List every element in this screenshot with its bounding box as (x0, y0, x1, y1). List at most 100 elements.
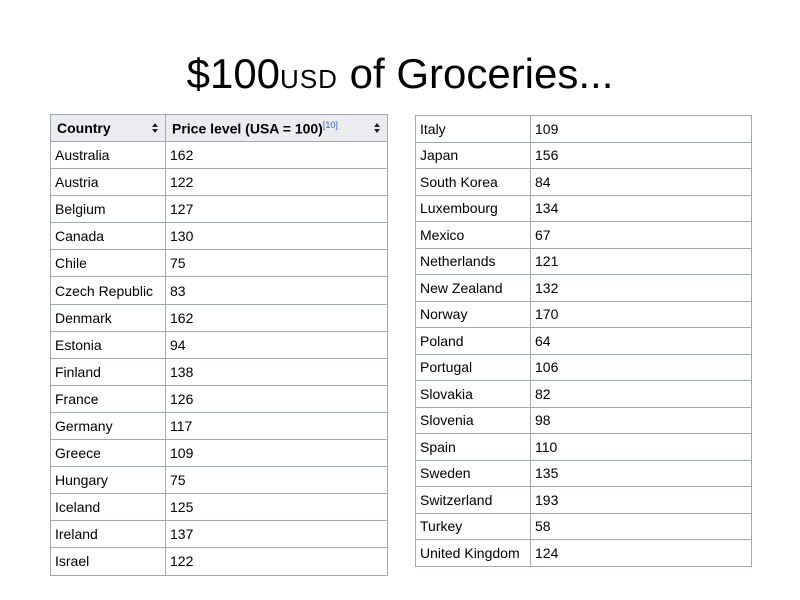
price-level-cell: 130 (165, 222, 388, 251)
country-cell: Czech Republic (50, 276, 166, 305)
country-cell: Belgium (50, 195, 166, 224)
price-level-cell: 135 (530, 459, 752, 487)
country-cell: France (50, 384, 166, 413)
country-cell: Canada (50, 222, 166, 251)
country-cell: Greece (50, 439, 166, 468)
price-level-cell: 110 (530, 433, 752, 461)
country-cell: Portugal (415, 353, 531, 381)
price-level-cell: 82 (530, 380, 752, 408)
country-column-header[interactable]: Country (50, 114, 166, 142)
country-cell: Netherlands (415, 247, 531, 275)
country-cell: Switzerland (415, 486, 531, 514)
country-cell: Chile (50, 249, 166, 278)
country-cell: Norway (415, 300, 531, 328)
table-row: New Zealand 132 (415, 274, 752, 302)
table-row: Canada 130 (50, 222, 388, 251)
sort-arrows-icon[interactable] (373, 122, 381, 137)
table-row: Belgium 127 (50, 195, 388, 224)
country-cell: Mexico (415, 221, 531, 249)
price-level-cell: 162 (165, 140, 388, 170)
table-row: Japan 156 (415, 141, 752, 169)
table-row: Austria 122 (50, 168, 388, 197)
price-level-cell: 109 (530, 115, 752, 143)
table-row: Israel 122 (50, 547, 388, 576)
country-cell: Germany (50, 411, 166, 441)
country-header-label: Country (57, 119, 111, 136)
price-level-cell: 83 (165, 276, 388, 305)
table-row: Mexico 67 (415, 221, 752, 249)
country-cell: Japan (415, 141, 531, 169)
table-row: South Korea 84 (415, 168, 752, 196)
price-table-right: Italy 109 Japan 156 South Korea 84 Luxembourg 1… (415, 115, 752, 567)
title-amount: $100 (186, 50, 281, 97)
country-cell: Israel (50, 547, 166, 576)
price-level-cell: 127 (165, 195, 388, 224)
price-level-cell: 106 (530, 353, 752, 381)
table-row: Hungary 75 (50, 466, 388, 495)
price-table-left: Country Price level (USA = 100)[10] Aust… (50, 114, 388, 576)
title-rest: of Groceries... (337, 50, 614, 97)
table-row: Estonia 94 (50, 330, 388, 359)
price-level-cell: 109 (165, 439, 388, 468)
table-row: Greece 109 (50, 439, 388, 468)
price-level-cell: 98 (530, 406, 752, 434)
price-header-label: Price level (USA = 100) (172, 120, 323, 137)
table-row: Portugal 106 (415, 353, 752, 381)
price-level-cell: 122 (165, 168, 388, 197)
country-cell: Slovakia (415, 380, 531, 408)
table-row: Italy 109 (415, 115, 752, 143)
country-cell: Luxembourg (415, 194, 531, 222)
price-level-cell: 193 (530, 486, 752, 514)
table-row: Switzerland 193 (415, 486, 752, 514)
country-cell: Denmark (50, 303, 166, 332)
country-cell: New Zealand (415, 274, 531, 302)
country-cell: Turkey (415, 512, 531, 540)
table-row: United Kingdom 124 (415, 539, 752, 567)
sort-arrows-icon[interactable] (151, 122, 159, 137)
table-row: Finland 138 (50, 357, 388, 386)
country-cell: Spain (415, 433, 531, 461)
table-row: Denmark 162 (50, 303, 388, 332)
price-level-cell: 126 (165, 384, 388, 413)
price-level-cell: 84 (530, 168, 752, 196)
price-level-cell: 170 (530, 300, 752, 328)
table-row: Australia 162 (50, 140, 388, 170)
table-row: Spain 110 (415, 433, 752, 461)
table-row: Iceland 125 (50, 493, 388, 522)
price-column-header[interactable]: Price level (USA = 100)[10] (165, 114, 388, 142)
price-level-cell: 156 (530, 141, 752, 169)
table-row: Slovenia 98 (415, 406, 752, 434)
table-row: Ireland 137 (50, 520, 388, 549)
country-cell: Slovenia (415, 406, 531, 434)
country-cell: Ireland (50, 520, 166, 549)
country-cell: Australia (50, 140, 166, 170)
country-cell: Austria (50, 168, 166, 197)
country-cell: Iceland (50, 493, 166, 522)
table-row: Norway 170 (415, 300, 752, 328)
price-level-cell: 137 (165, 520, 388, 549)
table-row: Poland 64 (415, 327, 752, 355)
country-cell: South Korea (415, 168, 531, 196)
table-row: Turkey 58 (415, 512, 752, 540)
slide-title: $100USD of Groceries... (0, 48, 800, 105)
price-level-cell: 162 (165, 303, 388, 332)
table-row: Czech Republic 83 (50, 276, 388, 305)
table-row: Slovakia 82 (415, 380, 752, 408)
table-header-row: Country Price level (USA = 100)[10] (50, 114, 388, 142)
table-row: Netherlands 121 (415, 247, 752, 275)
price-level-cell: 94 (165, 330, 388, 359)
price-level-cell: 64 (530, 327, 752, 355)
table-row: Germany 117 (50, 411, 388, 441)
price-level-cell: 75 (165, 466, 388, 495)
country-cell: Estonia (50, 330, 166, 359)
price-level-cell: 124 (530, 539, 752, 567)
country-cell: United Kingdom (415, 539, 531, 567)
country-cell: Finland (50, 357, 166, 386)
price-level-cell: 138 (165, 357, 388, 386)
country-cell: Sweden (415, 459, 531, 487)
price-level-cell: 117 (165, 411, 388, 441)
reference-link[interactable]: [10] (322, 119, 338, 130)
country-cell: Poland (415, 327, 531, 355)
price-level-cell: 122 (165, 547, 388, 576)
table-row: Chile 75 (50, 249, 388, 278)
